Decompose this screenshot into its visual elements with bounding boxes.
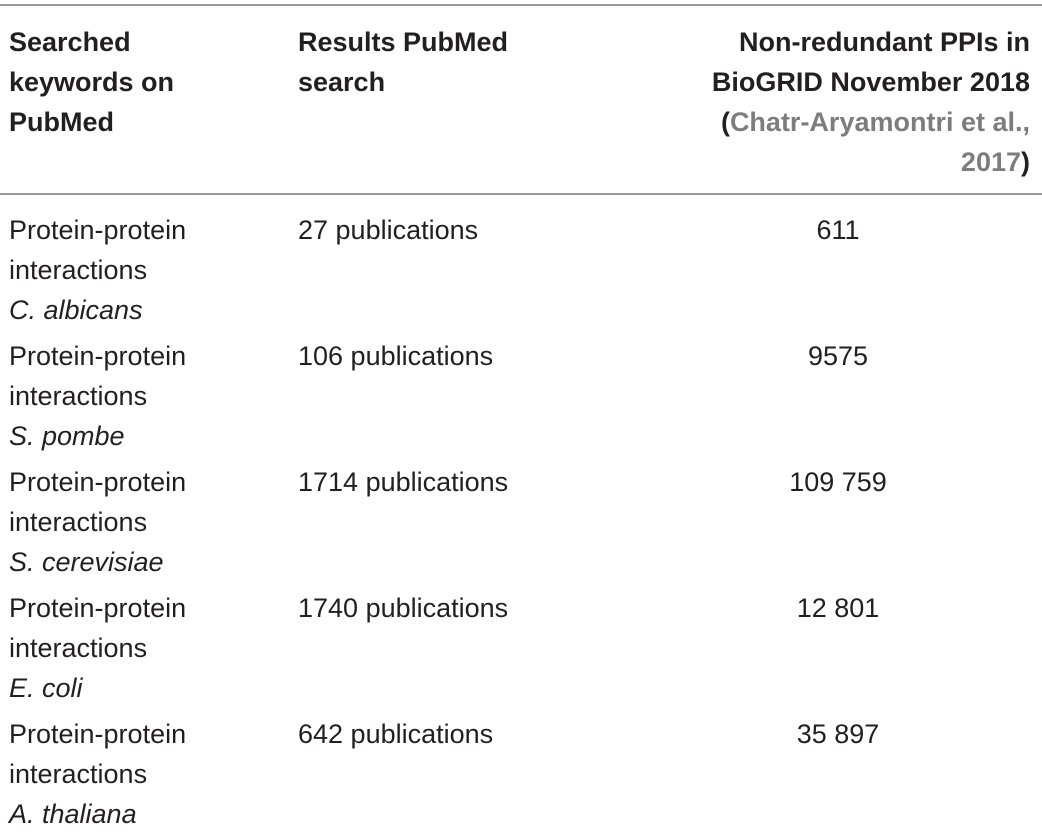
header-citation-line-1: (Chatr-Aryamontri et al., xyxy=(620,102,1030,142)
keyword-line: interactions xyxy=(9,759,148,789)
header-line: keywords on xyxy=(9,67,175,97)
header-line: search xyxy=(298,67,386,97)
table-row: Protein-protein interactions S. cerevisi… xyxy=(0,462,1042,588)
ppis-cell: 35 897 xyxy=(796,719,880,749)
table-row: Protein-protein interactions A. thaliana… xyxy=(0,714,1042,840)
keyword-line: interactions xyxy=(9,633,148,663)
table-row: Protein-protein interactions S. pombe 10… xyxy=(0,336,1042,462)
header-searched-keywords: Searched keywords on PubMed xyxy=(9,22,259,142)
header-line: Non-redundant PPIs in xyxy=(738,27,1030,57)
keyword-cell: Protein-protein interactions E. coli xyxy=(9,588,269,708)
citation-year-link[interactable]: 2017 xyxy=(960,147,1021,177)
ppis-cell: 9575 xyxy=(807,341,869,371)
results-cell: 642 publications xyxy=(298,719,494,749)
results-cell: 1714 publications xyxy=(298,467,509,497)
species-name: S. cerevisiae xyxy=(9,547,164,577)
species-name: C. albicans xyxy=(9,295,143,325)
keyword-line: interactions xyxy=(9,255,148,285)
results-cell: 106 publications xyxy=(298,341,494,371)
citation-link[interactable]: Chatr-Aryamontri et al., xyxy=(729,107,1030,137)
header-line: PubMed xyxy=(9,107,114,137)
species-name: S. pombe xyxy=(9,421,125,451)
keyword-cell: Protein-protein interactions S. cerevisi… xyxy=(9,462,269,582)
header-citation-line-2: 2017) xyxy=(620,142,1030,182)
keyword-line: interactions xyxy=(9,381,148,411)
header-bottom-rule xyxy=(0,193,1042,195)
paren-open: ( xyxy=(720,107,730,137)
keyword-line: Protein-protein xyxy=(9,341,187,371)
paren-close: ) xyxy=(1021,147,1030,177)
keyword-line: Protein-protein xyxy=(9,215,187,245)
header-line: Searched xyxy=(9,27,131,57)
keyword-cell: Protein-protein interactions A. thaliana xyxy=(9,714,269,834)
ppis-cell: 611 xyxy=(816,215,860,245)
header-line: BioGRID November 2018 xyxy=(711,67,1030,97)
ppis-cell: 12 801 xyxy=(796,593,880,623)
header-non-redundant-ppis: Non-redundant PPIs in BioGRID November 2… xyxy=(620,22,1030,182)
keyword-line: Protein-protein xyxy=(9,467,187,497)
keyword-cell: Protein-protein interactions S. pombe xyxy=(9,336,269,456)
results-cell: 27 publications xyxy=(298,215,479,245)
keyword-line: Protein-protein xyxy=(9,593,187,623)
keyword-line: Protein-protein xyxy=(9,719,187,749)
species-name: A. thaliana xyxy=(9,799,137,829)
header-results-pubmed: Results PubMed search xyxy=(298,22,618,102)
ppis-cell: 109 759 xyxy=(789,467,887,497)
header-line: Results PubMed xyxy=(298,27,509,57)
table-top-rule xyxy=(0,4,1042,6)
table-row: Protein-protein interactions E. coli 174… xyxy=(0,588,1042,714)
species-name: E. coli xyxy=(9,673,83,703)
keyword-cell: Protein-protein interactions C. albicans xyxy=(9,210,269,330)
results-cell: 1740 publications xyxy=(298,593,509,623)
table-row: Protein-protein interactions C. albicans… xyxy=(0,210,1042,336)
keyword-line: interactions xyxy=(9,507,148,537)
